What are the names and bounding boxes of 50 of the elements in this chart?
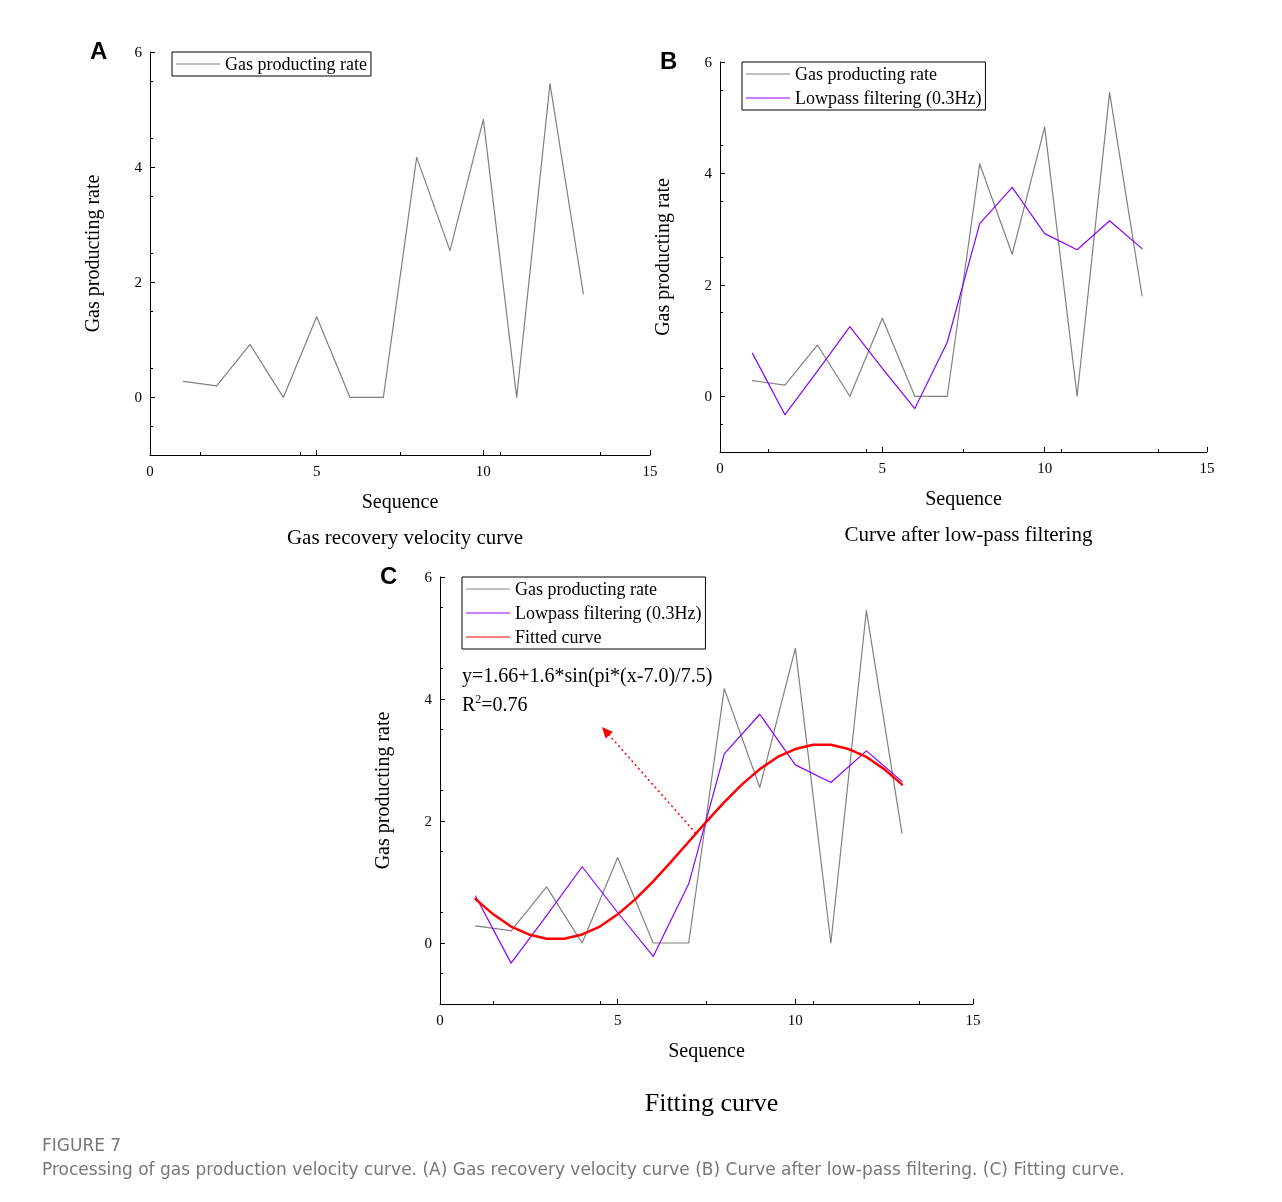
y-axis-title: Gas producting rate	[371, 711, 394, 870]
line-series	[474, 743, 904, 940]
x-tick-label: 0	[146, 462, 154, 479]
x-tick-label: 5	[878, 459, 887, 476]
x-tick-label: 15	[1199, 459, 1215, 476]
y-tick-label: 0	[704, 388, 712, 405]
caption: FIGURE 7	[42, 1135, 122, 1155]
legend-label: Gas producting rate	[515, 579, 657, 599]
y-tick-label: 2	[704, 276, 712, 293]
x-tick-label: 15	[965, 1011, 981, 1028]
y-tick-label: 2	[424, 813, 432, 829]
line-series	[751, 186, 1143, 416]
x-axis-title: Sequence	[668, 1039, 745, 1062]
x-tick-label: 0	[436, 1011, 444, 1028]
text: B	[660, 46, 678, 74]
line-series	[474, 713, 903, 964]
y-tick-label: 0	[424, 935, 432, 951]
x-tick-label: 10	[475, 462, 491, 479]
x-tick-label: 10	[1037, 459, 1053, 476]
text: A	[90, 36, 108, 64]
legend-label: Fitted curve	[515, 627, 602, 647]
x-axis-title: Sequence	[361, 490, 439, 513]
annotation: y=1.66+1.6*sin(pi*(x-7.0)/7.5)	[462, 664, 713, 687]
y-tick-label: 4	[424, 691, 433, 707]
x-tick-label: 5	[312, 462, 321, 479]
x-axis-title: Sequence	[925, 487, 1002, 510]
y-tick-label: 6	[134, 44, 143, 60]
text: Curve after low-pass filtering	[844, 521, 1093, 546]
x-tick-label: 0	[716, 459, 724, 476]
text: Gas recovery velocity curve	[286, 524, 524, 549]
text: Fitting curve	[644, 1087, 779, 1117]
y-tick-label: 4	[134, 159, 143, 176]
legend-label: Lowpass filtering (0.3Hz)	[795, 88, 982, 109]
x-tick-label: 5	[613, 1011, 622, 1028]
line-series	[751, 92, 1143, 397]
text: C	[380, 561, 398, 589]
y-tick-label: 2	[134, 274, 142, 291]
text: Processing of gas production velocity curve. (A) Gas recovery velocity curve (B) Curve after low-pass filtering. (C) Fitting curve.	[42, 1159, 1125, 1179]
y-tick-label: 4	[704, 165, 713, 182]
legend-label: Gas producting rate	[795, 64, 937, 84]
line-series	[182, 83, 584, 399]
x-tick-label: 10	[787, 1011, 803, 1028]
legend-label: Gas producting rate	[225, 54, 367, 74]
y-axis-title: Gas producting rate	[81, 174, 104, 333]
legend-label: Lowpass filtering (0.3Hz)	[515, 603, 702, 624]
y-tick-label: 0	[134, 389, 142, 406]
y-tick-label: 6	[424, 569, 433, 585]
y-tick-label: 6	[704, 54, 713, 70]
y-axis-title: Gas producting rate	[651, 178, 674, 336]
x-tick-label: 15	[642, 462, 658, 479]
